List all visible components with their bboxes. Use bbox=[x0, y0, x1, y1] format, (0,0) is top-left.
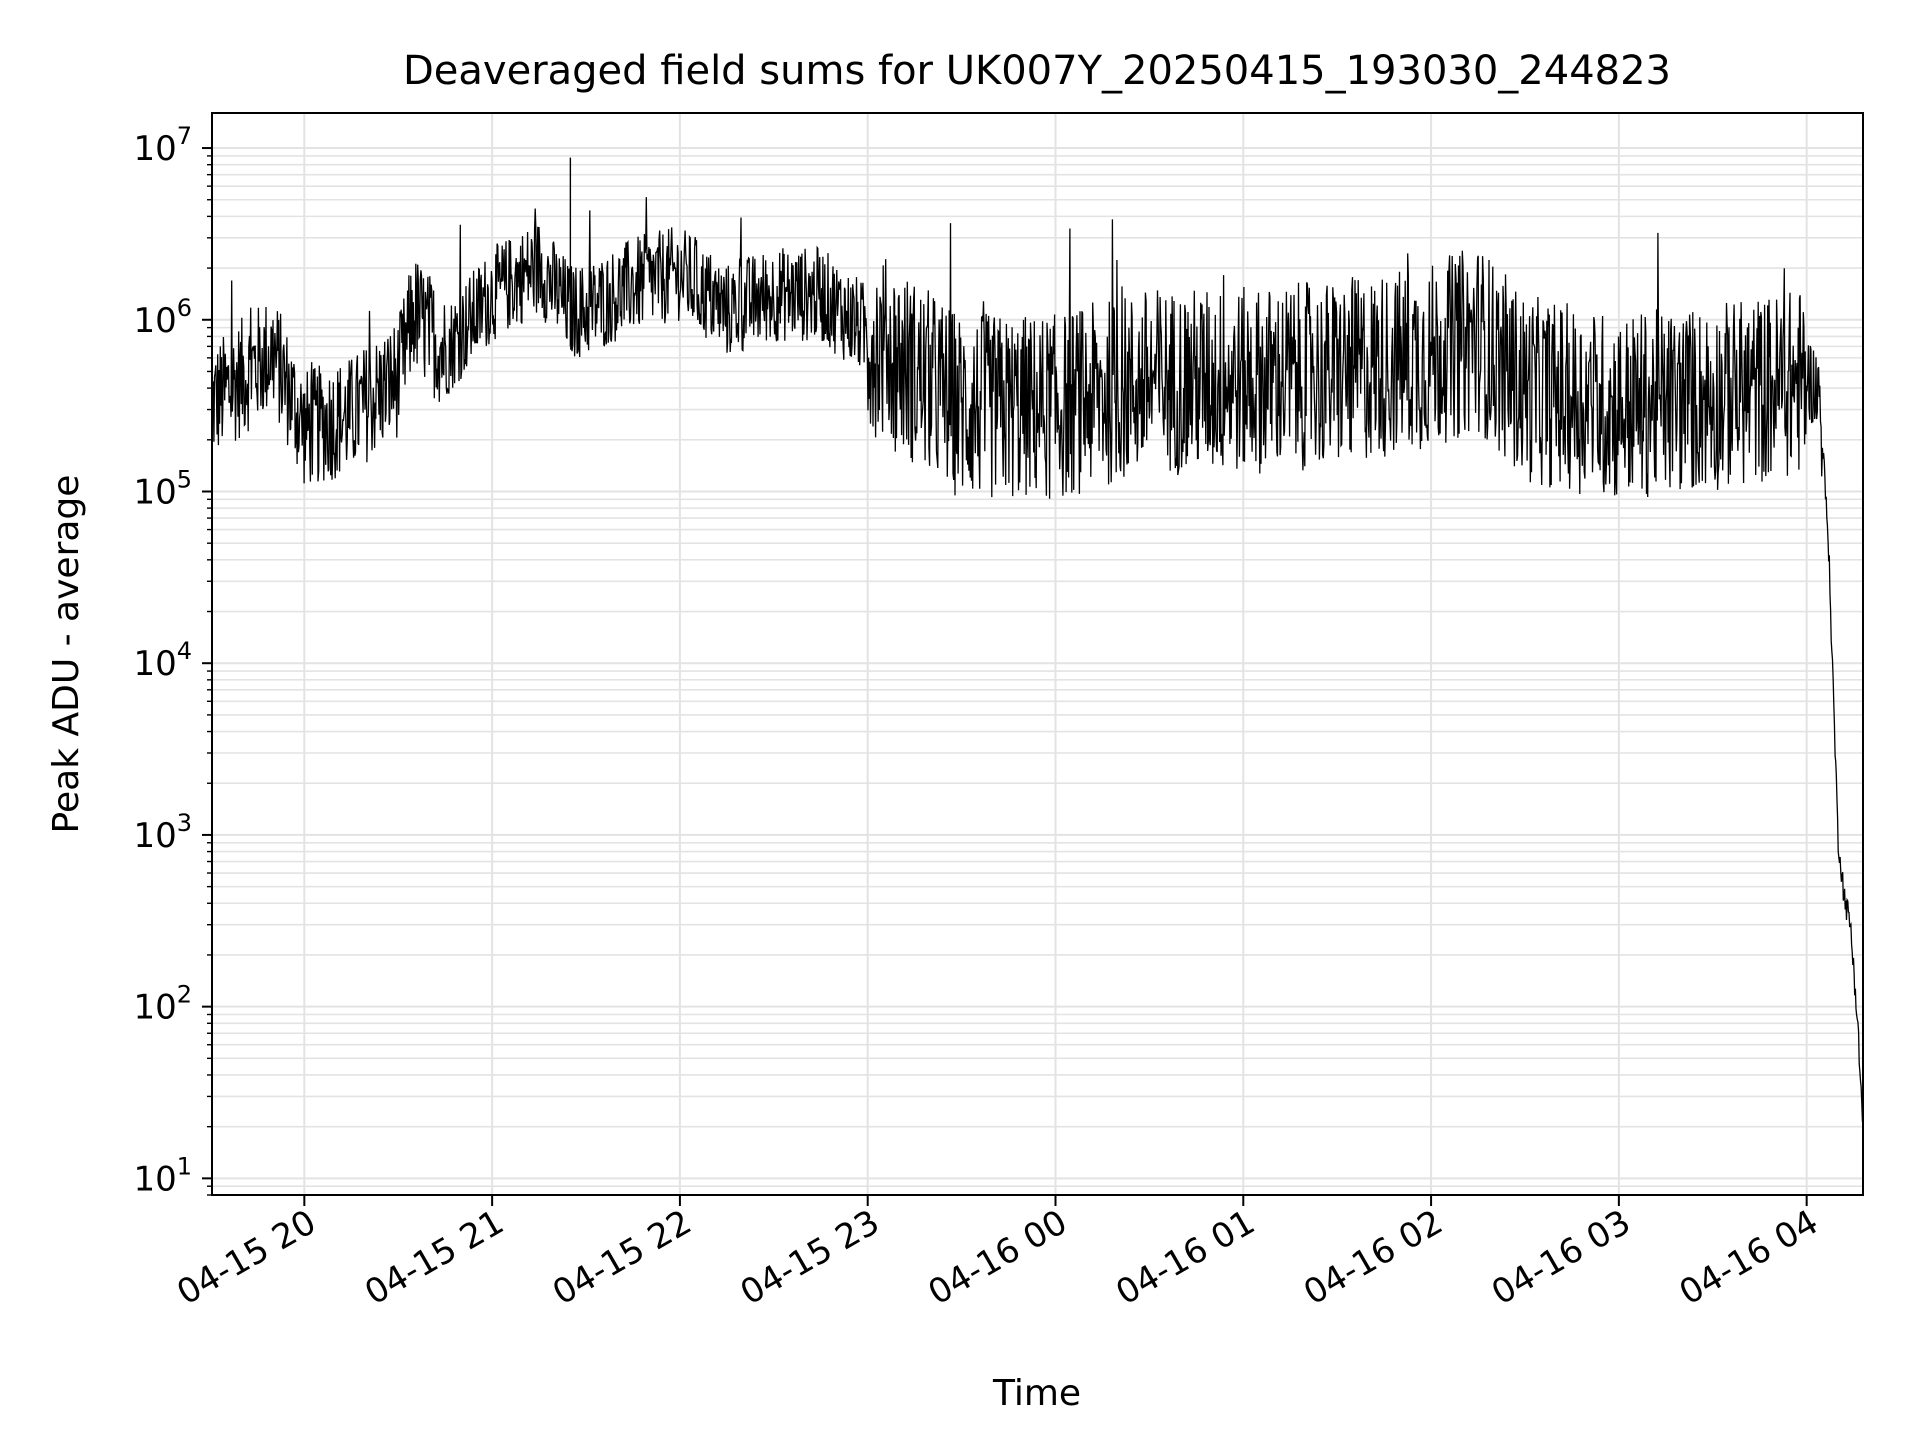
grid bbox=[212, 113, 1863, 1196]
x-tick-label: 04-15 23 bbox=[734, 1202, 886, 1313]
plot-frame bbox=[211, 112, 1864, 1196]
x-tick-label: 04-16 01 bbox=[1109, 1202, 1261, 1313]
x-tick-label: 04-15 22 bbox=[546, 1202, 698, 1313]
data-layer bbox=[211, 157, 1864, 1127]
series-line bbox=[211, 197, 1864, 1127]
y-tick-label: 104 bbox=[133, 637, 192, 684]
x-tick-label: 04-16 02 bbox=[1297, 1202, 1449, 1313]
chart-title: Deaveraged field sums for UK007Y_2025041… bbox=[403, 48, 1671, 94]
y-tick-label: 103 bbox=[133, 809, 192, 856]
x-tick-label: 04-15 21 bbox=[358, 1202, 510, 1313]
y-tick-label: 105 bbox=[133, 465, 192, 512]
y-tick-label: 102 bbox=[133, 981, 192, 1028]
axes-ticks: 101 102 103 104 105 106 107 04-15 20 04-15 21 04-… bbox=[133, 122, 1825, 1313]
x-tick-label: 04-16 00 bbox=[922, 1202, 1074, 1313]
x-tick-label: 04-16 04 bbox=[1673, 1202, 1825, 1313]
x-tick-label: 04-16 03 bbox=[1485, 1202, 1637, 1313]
y-axis-label: Peak ADU - average bbox=[46, 475, 87, 834]
x-tick-label: 04-15 20 bbox=[170, 1202, 322, 1313]
x-axis-label: Time bbox=[992, 1373, 1081, 1414]
y-tick-label: 107 bbox=[133, 122, 192, 169]
y-tick-label: 101 bbox=[133, 1152, 192, 1199]
y-tick-label: 106 bbox=[133, 294, 192, 341]
